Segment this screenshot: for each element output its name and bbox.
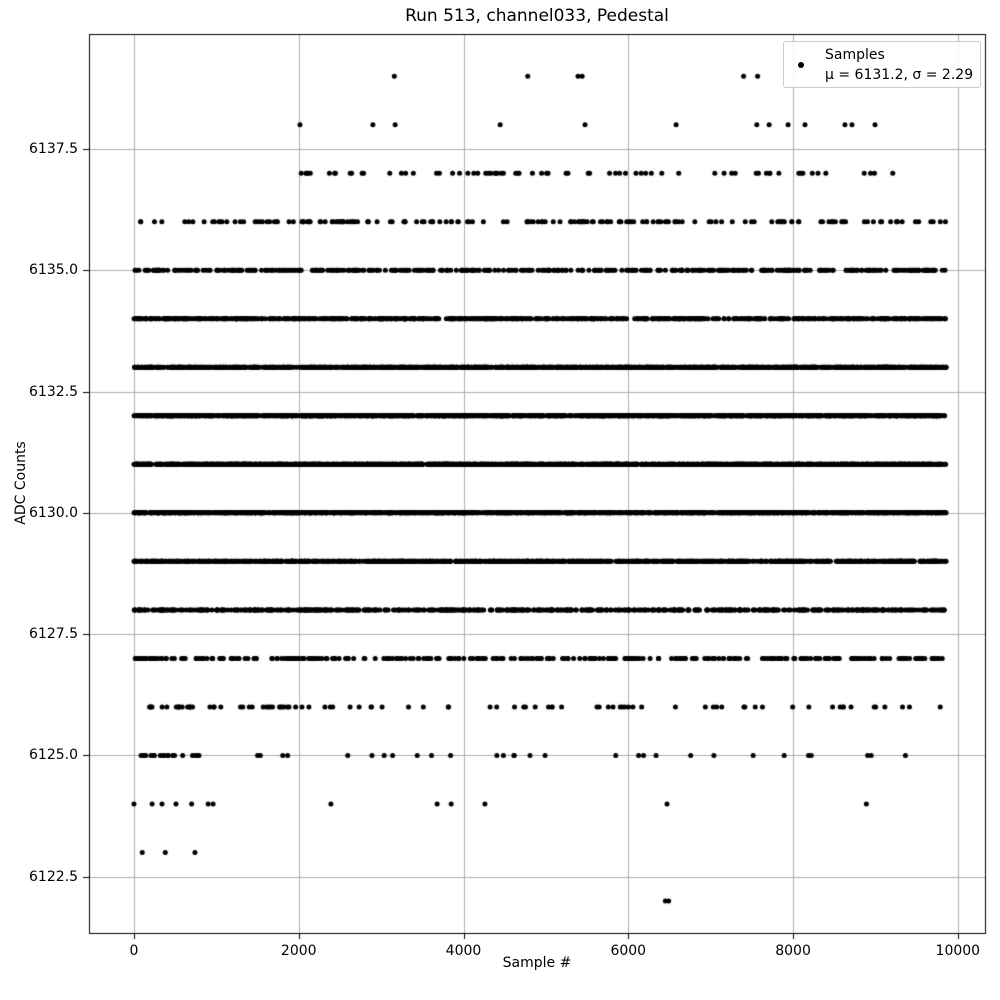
y-tick-label-6122.5: 6122.5 xyxy=(29,868,78,885)
x-tick-label-0: 0 xyxy=(129,943,139,959)
chart-title: Run 513, channel033, Pedestal xyxy=(405,6,669,26)
y-tick-label-6127.5: 6127.5 xyxy=(29,626,78,643)
y-tick-label-6130.0: 6130.0 xyxy=(29,504,78,521)
legend-sample-marker-icon xyxy=(798,61,804,68)
y-axis-label: ADC Counts xyxy=(13,441,29,525)
x-tick-label-6000: 6000 xyxy=(610,943,647,959)
x-tick-label-10000: 10000 xyxy=(935,943,981,959)
x-tick-label-4000: 4000 xyxy=(445,943,482,959)
y-tick-label-6132.5: 6132.5 xyxy=(29,383,78,400)
x-tick-label-2000: 2000 xyxy=(280,943,317,959)
x-tick-label-8000: 8000 xyxy=(775,943,811,959)
legend: Samples μ = 6131.2, σ = 2.29 xyxy=(783,41,981,88)
y-tick-label-6137.5: 6137.5 xyxy=(29,140,78,157)
y-tick-label-6135.0: 6135.0 xyxy=(29,262,78,279)
legend-label-stats: μ = 6131.2, σ = 2.29 xyxy=(825,66,974,83)
x-axis-label: Sample # xyxy=(502,955,572,971)
y-tick-label-6125.0: 6125.0 xyxy=(29,747,78,764)
legend-label-samples: Samples xyxy=(825,46,885,63)
